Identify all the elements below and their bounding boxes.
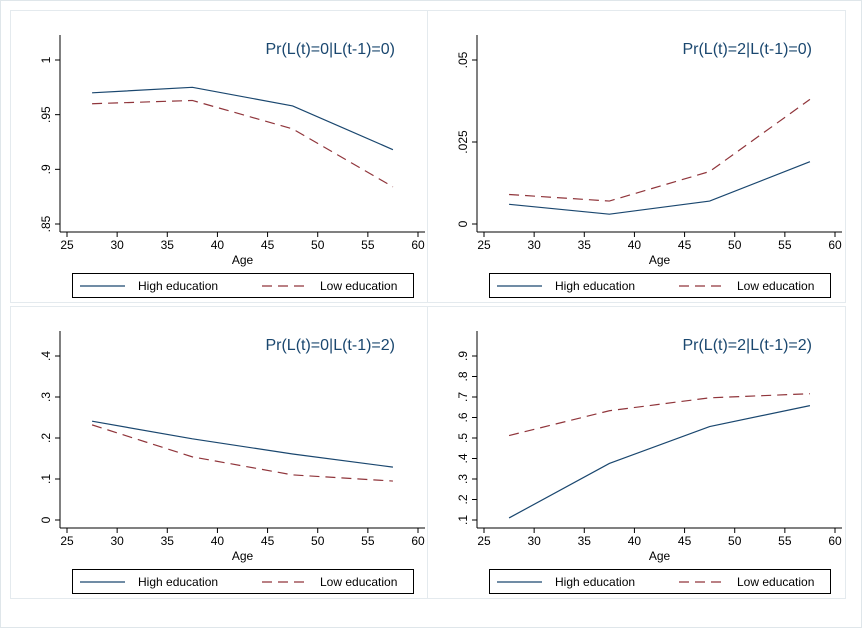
- panel-frame: [10, 306, 429, 599]
- y-tick-label: .85: [39, 215, 53, 232]
- legend-label: Low education: [737, 279, 814, 293]
- x-axis-label: Age: [649, 253, 671, 267]
- y-tick-label: .7: [456, 392, 470, 402]
- x-tick-label: 30: [110, 534, 124, 548]
- legend-label: High education: [138, 279, 218, 293]
- x-tick-label: 50: [311, 534, 325, 548]
- x-tick-label: 40: [211, 534, 225, 548]
- panel-frame: [427, 10, 846, 303]
- chart-title: Pr(L(t)=2|L(t-1)=2): [682, 337, 812, 354]
- x-axis-label: Age: [232, 253, 254, 267]
- x-tick-label: 45: [261, 238, 275, 252]
- legend-box: [72, 569, 414, 594]
- x-tick-label: 25: [477, 534, 491, 548]
- series-line: [91, 424, 393, 482]
- x-tick-label: 35: [578, 534, 592, 548]
- x-tick-label: 60: [828, 534, 842, 548]
- x-tick-label: 35: [161, 238, 175, 252]
- panel-frame: [427, 306, 846, 599]
- x-tick-label: 25: [477, 238, 491, 252]
- series-line: [509, 98, 811, 202]
- series-line: [92, 99, 394, 188]
- legend-label: Low education: [737, 575, 814, 589]
- series-line: [509, 161, 811, 215]
- legend-label: High education: [555, 575, 635, 589]
- legend-box: [72, 273, 414, 298]
- series-line: [92, 86, 394, 151]
- x-tick-label: 60: [411, 534, 425, 548]
- y-tick-label: .9: [456, 351, 470, 361]
- chart-title: Pr(L(t)=0|L(t-1)=0): [265, 41, 395, 58]
- x-tick-label: 55: [778, 534, 792, 548]
- panel: .1 .2 .3 .4 .5 .6 .7 .8 .9 25 30 35 40 45 50 55 60 Age Pr(…: [427, 306, 846, 599]
- y-tick-label: .3: [456, 474, 470, 484]
- x-tick-label: 35: [161, 534, 175, 548]
- legend-box: [489, 569, 831, 594]
- panel: 0 .1 .2 .3 .4 25 30 35 40 45 50 55 60 Age Pr(L(t)=0|L(…: [10, 306, 429, 599]
- x-tick-label: 40: [628, 238, 642, 252]
- y-tick-label: .95: [39, 106, 53, 123]
- x-tick-label: 55: [778, 238, 792, 252]
- x-tick-label: 60: [828, 238, 842, 252]
- series-line: [508, 393, 810, 437]
- panel-frame: [10, 10, 429, 303]
- series-line: [508, 405, 811, 519]
- x-tick-label: 45: [261, 534, 275, 548]
- y-tick-label: .2: [39, 433, 53, 443]
- panel: 0 .025 .05 25 30 35 40 45 50 55 60 Age Pr(L(t)=2|L(t…: [427, 10, 846, 303]
- y-tick-label: 0: [456, 220, 470, 227]
- legend-label: High education: [138, 575, 218, 589]
- y-tick-label: .5: [456, 433, 470, 443]
- y-tick-label: 0: [39, 516, 53, 523]
- legend-box: [489, 273, 831, 298]
- x-axis-label: Age: [232, 549, 254, 563]
- chart-title: Pr(L(t)=0|L(t-1)=2): [265, 337, 395, 354]
- legend-label: Low education: [320, 575, 397, 589]
- x-tick-label: 55: [361, 534, 375, 548]
- y-tick-label: .2: [456, 494, 470, 504]
- y-tick-label: 1: [39, 56, 53, 63]
- x-tick-label: 30: [110, 238, 124, 252]
- x-tick-label: 50: [728, 238, 742, 252]
- x-tick-label: 25: [60, 238, 74, 252]
- y-tick-label: .9: [39, 164, 53, 174]
- x-tick-label: 40: [211, 238, 225, 252]
- chart-title: Pr(L(t)=2|L(t-1)=0): [682, 41, 812, 58]
- y-tick-label: .3: [39, 392, 53, 402]
- panel: .85 .9 .95 1 25 30 35 40 45 50 55 60 Age Pr(L(t)=0|L(…: [10, 10, 429, 303]
- x-tick-label: 55: [361, 238, 375, 252]
- y-tick-label: .4: [39, 351, 53, 361]
- x-tick-label: 45: [678, 238, 692, 252]
- x-tick-label: 60: [411, 238, 425, 252]
- x-tick-label: 40: [628, 534, 642, 548]
- x-axis-label: Age: [649, 549, 671, 563]
- x-tick-label: 30: [527, 238, 541, 252]
- x-tick-label: 45: [678, 534, 692, 548]
- x-tick-label: 50: [728, 534, 742, 548]
- y-tick-label: .8: [456, 371, 470, 381]
- y-tick-label: .05: [456, 51, 470, 68]
- y-tick-label: .4: [456, 453, 470, 463]
- y-tick-label: .6: [456, 412, 470, 422]
- y-tick-label: .1: [39, 474, 53, 484]
- x-tick-label: 50: [311, 238, 325, 252]
- y-tick-label: .1: [456, 515, 470, 525]
- y-tick-label: .025: [456, 130, 470, 154]
- x-tick-label: 30: [527, 534, 541, 548]
- legend-label: Low education: [320, 279, 397, 293]
- series-line: [91, 420, 394, 468]
- x-tick-label: 25: [60, 534, 74, 548]
- legend-label: High education: [555, 279, 635, 293]
- x-tick-label: 35: [578, 238, 592, 252]
